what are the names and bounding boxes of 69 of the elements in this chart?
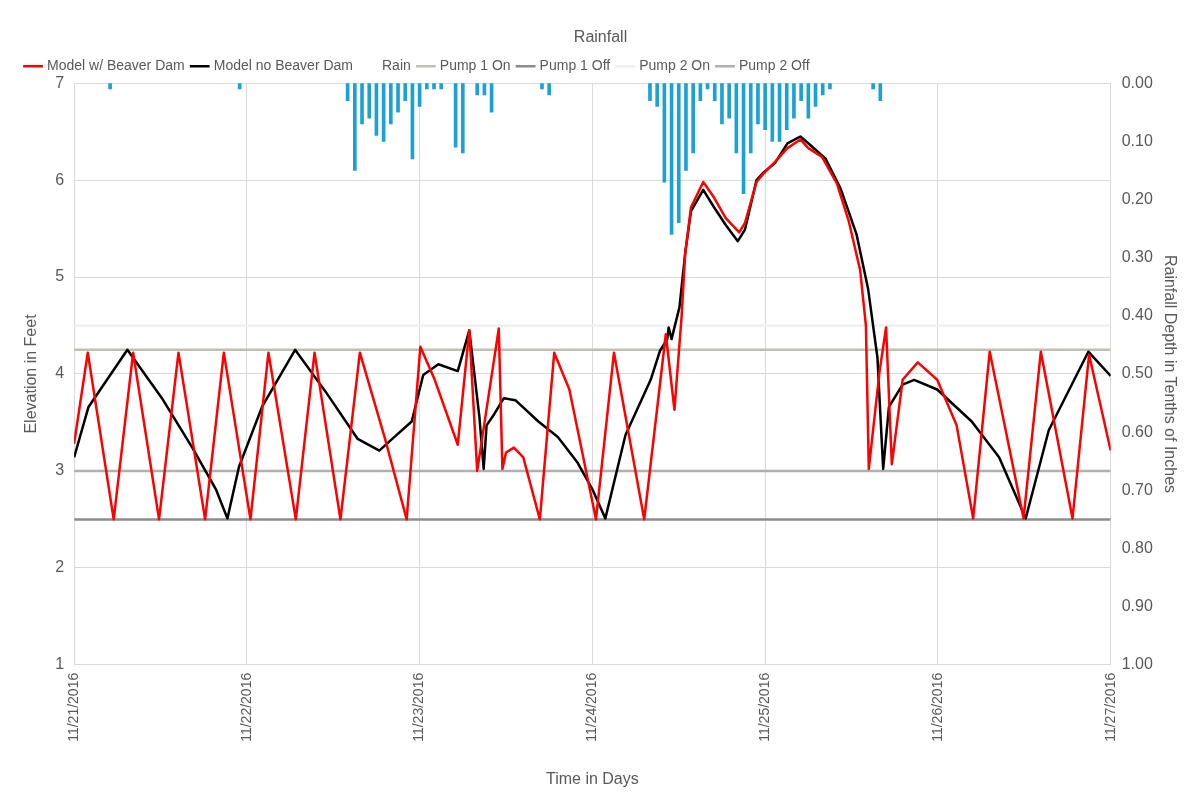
bar xyxy=(676,83,681,224)
y-tick-label: 4 xyxy=(55,364,65,382)
y-tick-label: 7 xyxy=(55,73,65,91)
bar xyxy=(828,83,832,90)
bar xyxy=(871,83,875,90)
bar xyxy=(648,83,652,101)
legend-label: Pump 1 Off xyxy=(539,57,611,74)
y-tick-label: 1 xyxy=(55,655,65,673)
bar xyxy=(720,83,724,125)
legend-label: Pump 1 On xyxy=(439,57,511,74)
bar xyxy=(360,83,364,125)
bar xyxy=(424,83,429,90)
x-tick-label: 11/22/2016 xyxy=(237,672,254,742)
bar xyxy=(727,83,731,119)
y2-tick-label: 0.10 xyxy=(1121,131,1153,149)
x-tick-label: 11/25/2016 xyxy=(756,672,772,742)
y2-tick-label: 0.00 xyxy=(1121,73,1153,91)
legend-label: Model no Beaver Dam xyxy=(213,57,354,74)
y2-tick-label: 0.40 xyxy=(1121,306,1153,324)
bar xyxy=(460,83,465,154)
bar xyxy=(432,83,436,90)
bar xyxy=(475,83,480,96)
y-axis-title: Elevation in Feet xyxy=(22,313,40,434)
bar xyxy=(108,83,112,90)
bar xyxy=(396,83,400,113)
y2-tick-label: 0.60 xyxy=(1121,422,1153,440)
bar xyxy=(684,83,688,171)
bar xyxy=(878,83,883,101)
bar xyxy=(784,83,789,131)
bar xyxy=(691,83,695,154)
bar xyxy=(540,83,544,90)
bar xyxy=(353,83,357,171)
legend-label: Pump 2 On xyxy=(639,57,710,74)
x-axis-title: Time in Days xyxy=(546,769,639,787)
bar xyxy=(799,83,803,101)
bar xyxy=(403,83,408,101)
y2-tick-label: 0.50 xyxy=(1121,364,1153,382)
bar xyxy=(655,83,659,107)
y-tick-label: 6 xyxy=(55,170,65,188)
x-tick-label: 11/27/2016 xyxy=(1101,672,1118,742)
bar xyxy=(389,83,393,125)
y2-tick-label: 0.90 xyxy=(1121,597,1153,615)
y2-tick-label: 0.30 xyxy=(1121,248,1153,266)
bar xyxy=(756,83,760,125)
legend-label: Model w/ Beaver Dam xyxy=(47,57,185,74)
chart-title: Rainfall xyxy=(573,28,628,46)
y2-tick-label: 0.80 xyxy=(1121,538,1153,556)
y2-tick-label: 1.00 xyxy=(1121,655,1153,673)
bar xyxy=(439,83,444,90)
bar xyxy=(712,83,717,101)
y2-tick-label: 0.20 xyxy=(1121,189,1153,207)
y2-axis-title: Rainfall Depth in Tenths of Inches xyxy=(1161,254,1179,494)
y-tick-label: 2 xyxy=(55,558,65,576)
x-tick-label: 11/24/2016 xyxy=(583,672,600,742)
bar xyxy=(748,83,753,154)
x-tick-label: 11/23/2016 xyxy=(410,672,427,742)
series-label: Rain xyxy=(382,57,411,74)
legend-label: Pump 2 Off xyxy=(738,57,810,74)
x-tick-label: 11/26/2016 xyxy=(928,672,945,742)
bar xyxy=(367,83,372,119)
y-tick-label: 3 xyxy=(55,461,65,479)
bar xyxy=(806,83,811,119)
bar xyxy=(792,83,796,119)
x-tick-label: 11/21/2016 xyxy=(64,672,81,742)
bar xyxy=(820,83,825,96)
y2-tick-label: 0.70 xyxy=(1121,480,1153,498)
y-tick-label: 5 xyxy=(55,267,65,285)
bar xyxy=(547,83,552,96)
bar xyxy=(763,83,767,131)
